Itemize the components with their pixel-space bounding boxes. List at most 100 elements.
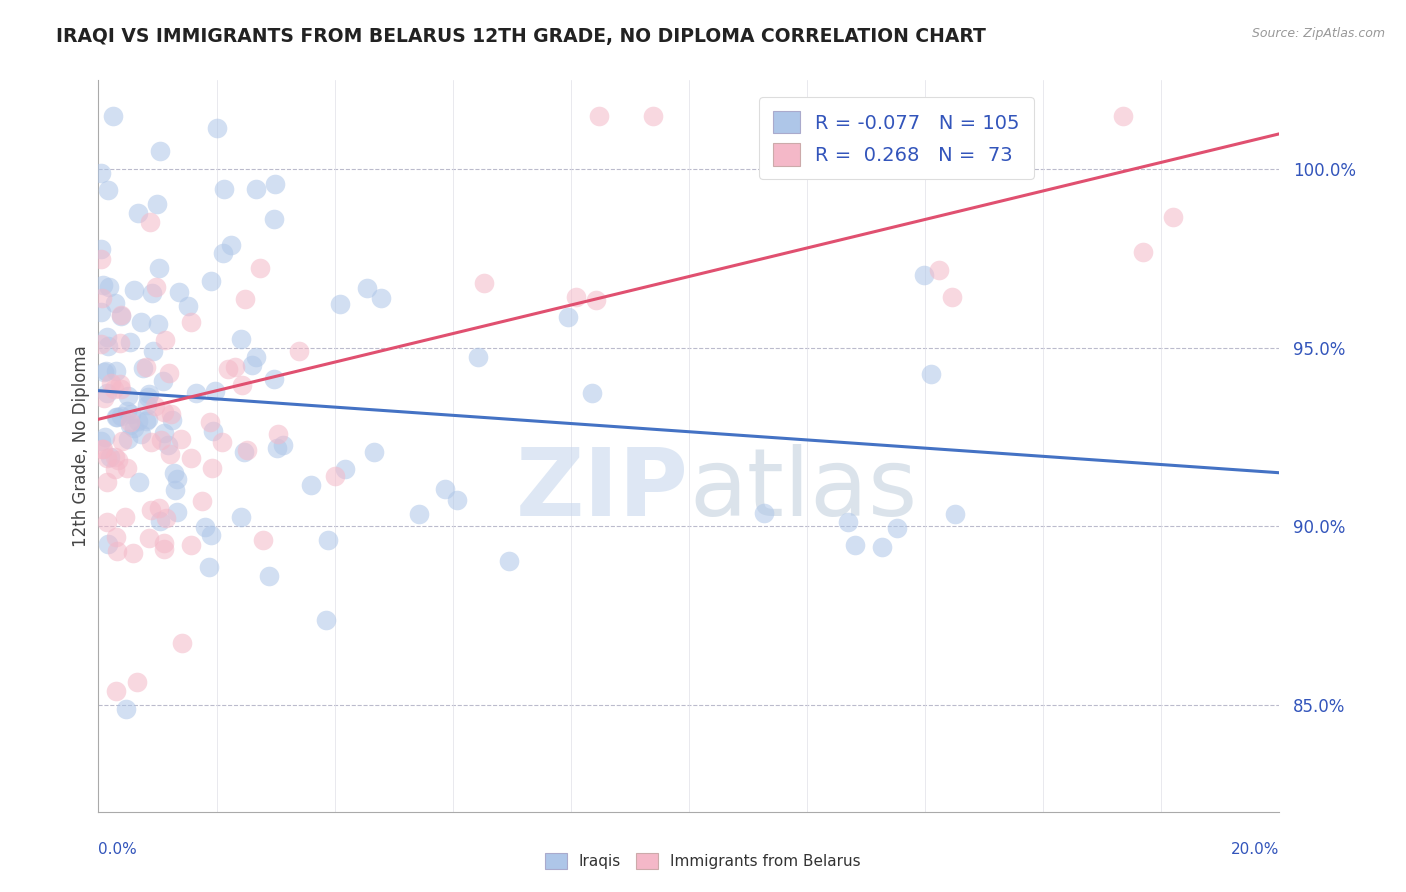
Point — [231, 378, 253, 392]
Point — [90, 434, 112, 449]
Point — [870, 540, 893, 554]
Point — [472, 276, 495, 290]
Point — [110, 335, 132, 350]
Point — [91, 277, 114, 292]
Point — [557, 310, 579, 325]
Point — [263, 212, 285, 227]
Point — [263, 372, 285, 386]
Point — [141, 434, 163, 449]
Point — [273, 438, 295, 452]
Point — [149, 145, 172, 159]
Point — [139, 215, 162, 229]
Point — [315, 613, 337, 627]
Point — [97, 537, 120, 551]
Point — [153, 542, 176, 557]
Point — [363, 445, 385, 459]
Point — [97, 183, 120, 197]
Point — [93, 391, 115, 405]
Point — [159, 447, 181, 461]
Point — [94, 364, 117, 378]
Point — [588, 109, 610, 123]
Point — [180, 538, 202, 552]
Point — [204, 384, 226, 398]
Point — [943, 507, 966, 521]
Point — [122, 284, 145, 298]
Text: atlas: atlas — [689, 444, 917, 536]
Point — [125, 674, 148, 689]
Point — [90, 166, 112, 180]
Point — [110, 409, 132, 423]
Point — [1112, 109, 1135, 123]
Point — [194, 520, 217, 534]
Point — [316, 533, 339, 548]
Point — [641, 109, 664, 123]
Point — [585, 293, 607, 307]
Point — [212, 182, 235, 196]
Point — [1161, 211, 1184, 225]
Point — [146, 317, 169, 331]
Point — [498, 554, 520, 568]
Point — [96, 475, 118, 489]
Point — [128, 475, 150, 489]
Point — [143, 399, 166, 413]
Point — [129, 315, 152, 329]
Point — [90, 304, 112, 318]
Point — [110, 309, 132, 323]
Point — [163, 466, 186, 480]
Point — [581, 385, 603, 400]
Point — [166, 505, 188, 519]
Point — [117, 432, 139, 446]
Point — [105, 684, 128, 698]
Point — [142, 344, 165, 359]
Y-axis label: 12th Grade, No Diploma: 12th Grade, No Diploma — [72, 345, 90, 547]
Point — [180, 315, 202, 329]
Point — [264, 177, 287, 191]
Point — [152, 374, 174, 388]
Point — [115, 461, 138, 475]
Text: 20.0%: 20.0% — [1232, 842, 1279, 857]
Point — [98, 280, 121, 294]
Point — [224, 359, 246, 374]
Point — [149, 514, 172, 528]
Point — [153, 536, 176, 550]
Point — [163, 483, 186, 498]
Legend: R = -0.077   N = 105, R =  0.268   N =  73: R = -0.077 N = 105, R = 0.268 N = 73 — [759, 97, 1033, 179]
Point — [90, 252, 112, 266]
Point — [233, 292, 256, 306]
Point — [110, 377, 132, 392]
Point — [135, 359, 157, 374]
Point — [446, 493, 468, 508]
Point — [333, 461, 356, 475]
Point — [198, 415, 221, 429]
Point — [752, 506, 775, 520]
Point — [190, 494, 212, 508]
Point — [356, 281, 378, 295]
Point — [122, 421, 145, 435]
Point — [110, 382, 132, 396]
Point — [105, 544, 128, 558]
Point — [221, 238, 243, 252]
Point — [90, 242, 112, 256]
Point — [229, 510, 252, 524]
Point — [565, 290, 588, 304]
Point — [166, 472, 188, 486]
Point — [167, 285, 190, 299]
Point — [928, 263, 950, 277]
Point — [91, 442, 114, 456]
Point — [155, 510, 177, 524]
Point — [105, 364, 128, 378]
Point — [91, 291, 114, 305]
Point — [200, 528, 222, 542]
Point — [98, 450, 121, 464]
Point — [107, 452, 129, 467]
Point — [433, 482, 456, 496]
Point — [117, 404, 139, 418]
Point — [370, 291, 392, 305]
Point — [211, 435, 233, 450]
Point — [159, 408, 181, 422]
Point — [912, 268, 935, 282]
Legend: Iraqis, Immigrants from Belarus: Iraqis, Immigrants from Belarus — [540, 847, 866, 875]
Point — [104, 462, 127, 476]
Point — [323, 468, 346, 483]
Point — [96, 330, 118, 344]
